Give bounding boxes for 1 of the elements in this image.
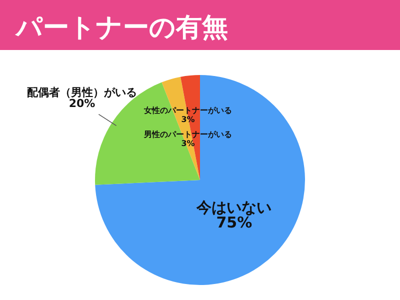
- title: パートナーの有無: [16, 13, 228, 43]
